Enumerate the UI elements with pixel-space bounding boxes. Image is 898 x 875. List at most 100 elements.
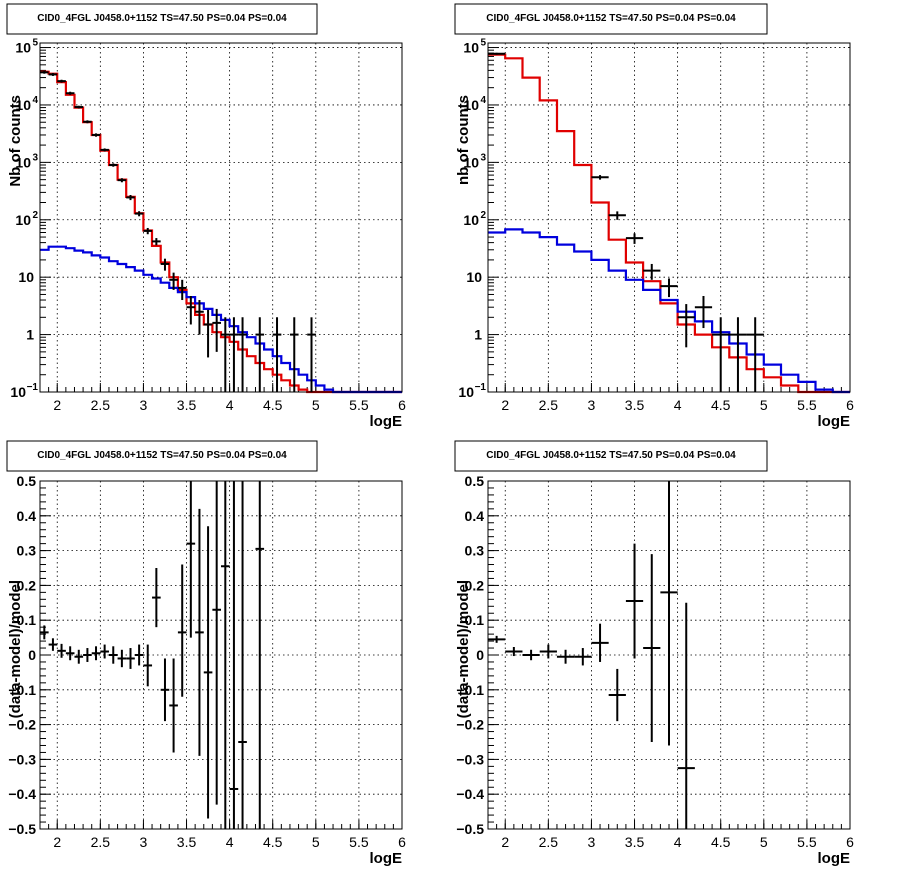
y-tick-exponent: 5 [480, 38, 486, 49]
data-point [608, 211, 626, 220]
y-tick-label: 10 [15, 154, 31, 170]
x-tick-label: 3.5 [177, 397, 197, 413]
chart-title: CID0_4FGL J0458.0+1152 TS=47.50 PS=0.04 … [486, 13, 736, 24]
data-point [625, 543, 644, 659]
plot-frame [487, 42, 851, 393]
data-point [143, 644, 153, 687]
data-point [591, 175, 609, 180]
y-tick-exponent: −1 [475, 382, 487, 393]
y-axis: −0.5 −0.4 −0.3 −0.2 −0.1 0 0.1 0.2 0.3 0.4 0.5 (dat… [7, 473, 402, 837]
data-point [108, 646, 118, 664]
y-tick-label: 0.1 [465, 612, 485, 628]
x-tick-label: 6 [846, 397, 854, 413]
data-point [177, 279, 187, 301]
data-point [229, 481, 239, 829]
x-tick-label: 5 [760, 397, 768, 413]
data-point [65, 91, 75, 95]
y-tick-exponent: 2 [32, 210, 38, 221]
chart-title-box: CID0_4FGL J0458.0+1152 TS=47.50 PS=0.04 … [6, 440, 318, 472]
data-point [539, 644, 557, 659]
y-tick-label: 10 [15, 97, 31, 113]
x-tick-label: 2.5 [91, 397, 111, 413]
data-point [65, 646, 75, 661]
x-axis-label: logE [370, 413, 403, 430]
y-tick-label: 10 [18, 269, 34, 285]
data-point [255, 481, 265, 829]
x-tick-label: 2.5 [91, 834, 111, 850]
data-point [74, 649, 84, 664]
data-point [169, 658, 178, 753]
data-point [160, 258, 170, 271]
data-point [40, 71, 49, 74]
y-axis-label: (data-model)/model [7, 580, 24, 718]
x-tick-label: 2 [501, 834, 509, 850]
data-point [40, 625, 49, 640]
chart-title-box: CID0_4FGL J0458.0+1152 TS=47.50 PS=0.04 … [454, 440, 768, 472]
data-point [134, 644, 144, 666]
y-tick-label: 10 [466, 269, 482, 285]
y-tick-label: 0 [28, 647, 36, 663]
data-point [195, 300, 204, 335]
data-point [556, 649, 575, 664]
chart-panel-3: 2 2.5 3 3.5 4 4.5 5 5.5 6logE−0.5−0.4−0.3−0.2−0.… [6, 440, 406, 867]
data-point [221, 481, 230, 829]
x-tick-label: 3 [140, 834, 148, 850]
x-tick-label: 3 [588, 834, 596, 850]
y-tick-label: 10 [458, 384, 474, 400]
y-tick-label: 0 [476, 647, 484, 663]
y-tick-label: −0.5 [8, 821, 36, 837]
x-tick-label: 3 [140, 397, 148, 413]
data-point [574, 648, 592, 666]
x-tick-label: 6 [398, 397, 406, 413]
x-tick-label: 5.5 [797, 834, 817, 850]
series-model-component [40, 245, 402, 394]
data-point [677, 602, 695, 829]
x-tick-label: 4.5 [263, 397, 283, 413]
y-tick-label: 10 [463, 212, 479, 228]
y-tick-exponent: −1 [27, 382, 39, 393]
data-point [643, 263, 661, 280]
chart-title-frame [6, 440, 318, 472]
chart-title: CID0_4FGL J0458.0+1152 TS=47.50 PS=0.04 … [486, 450, 736, 461]
data-point [522, 649, 540, 661]
y-axis-label: nb of counts [455, 95, 472, 185]
y-tick-exponent: 4 [480, 95, 486, 106]
y-tick-label: −0.1 [456, 682, 484, 698]
data-point [694, 296, 713, 329]
data-point [643, 554, 661, 742]
data-point [505, 646, 523, 657]
plot-frame [39, 480, 403, 830]
chart-title: CID0_4FGL J0458.0+1152 TS=47.50 PS=0.04 … [37, 450, 287, 461]
y-tick-label: −0.2 [456, 717, 484, 733]
y-tick-exponent: 3 [480, 152, 486, 163]
data-point [186, 296, 196, 325]
data-point [108, 163, 118, 167]
plot-frame [39, 42, 403, 393]
y-tick-label: −0.2 [8, 717, 36, 733]
chart-title-box: CID0_4FGL J0458.0+1152 TS=47.50 PS=0.04 … [6, 3, 318, 35]
y-tick-label: 10 [463, 40, 479, 56]
data-point [608, 668, 626, 722]
data-point [126, 195, 135, 201]
data-points [40, 481, 265, 829]
y-tick-label: 0.2 [17, 577, 37, 593]
data-point [91, 646, 101, 661]
data-point [238, 481, 247, 829]
data-points [40, 71, 316, 392]
y-tick-label: 0.5 [17, 473, 37, 489]
chart-title-frame [6, 3, 318, 35]
y-tick-label: 0.4 [17, 508, 37, 524]
chart-title: CID0_4FGL J0458.0+1152 TS=47.50 PS=0.04 … [37, 13, 287, 24]
x-tick-label: 3.5 [625, 834, 645, 850]
y-tick-label: 0.4 [465, 508, 485, 524]
data-point [134, 211, 144, 217]
data-point [729, 317, 747, 392]
y-tick-label: 10 [463, 154, 479, 170]
chart-title-frame [454, 440, 768, 472]
